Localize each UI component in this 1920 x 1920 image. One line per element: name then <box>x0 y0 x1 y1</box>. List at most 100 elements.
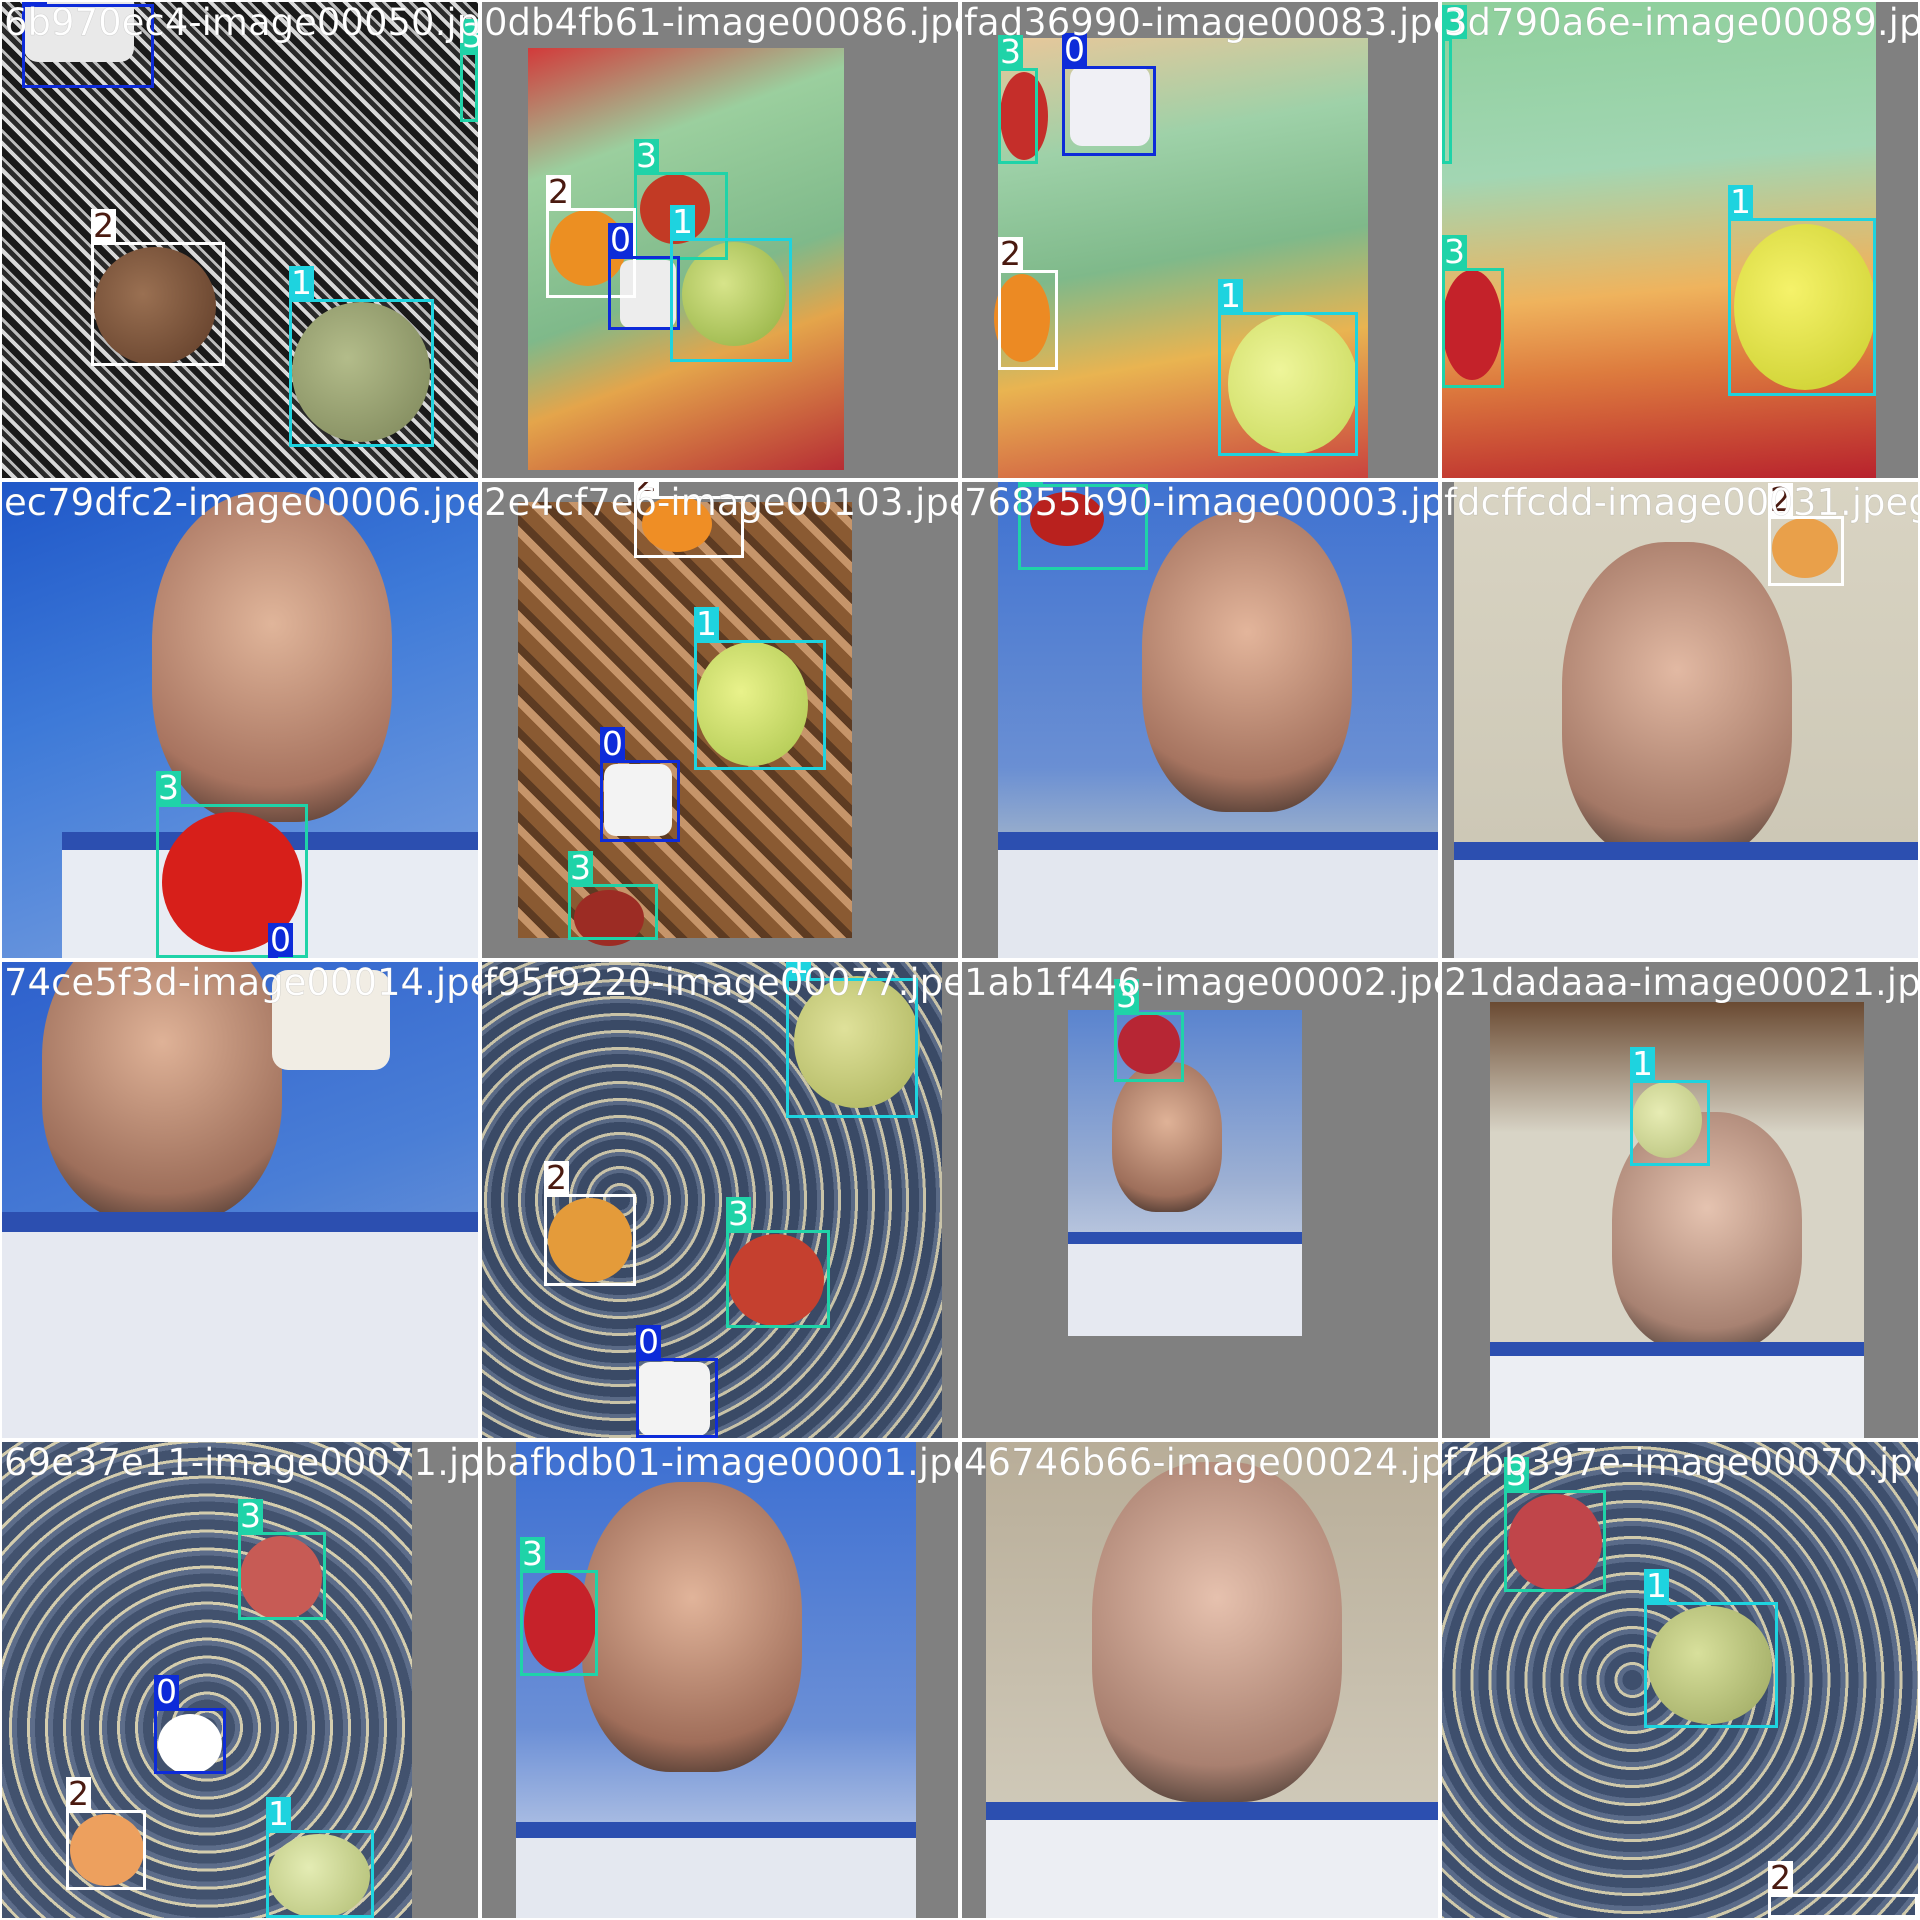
tile-filename: 3d790a6e-image00089.jpeg <box>1444 2 1918 44</box>
tile-filename: 46746b66-image00024.jpeg <box>964 1442 1438 1484</box>
tomato-fruit <box>1508 1494 1602 1590</box>
bbox-label: 3 <box>156 768 181 807</box>
shirt <box>2 1212 478 1438</box>
cheese-shape <box>620 260 676 328</box>
orange-fruit <box>642 496 712 552</box>
apple-fruit <box>1648 1606 1772 1724</box>
bbox-label: 0 <box>600 724 625 763</box>
bbox-label: 2 <box>544 1158 569 1197</box>
tile-3: fad36990-image00083.jpeg 3 0 2 1 <box>962 2 1438 478</box>
bbox-label: 3 <box>568 848 593 887</box>
tile-9: 74ce5f3d-image00014.jpeg <box>2 962 478 1438</box>
bbox-label: 1 <box>1644 1566 1669 1605</box>
person-face <box>1112 1062 1222 1212</box>
person-face <box>152 492 392 822</box>
tile-filename: fdcffcdd-image00031.jpeg <box>1444 482 1918 524</box>
bbox-label: 3 <box>1018 482 1043 485</box>
bbox-3: 3 <box>1442 5 1467 164</box>
bbox-1: 1 <box>1218 279 1358 456</box>
shirt <box>1068 1232 1302 1336</box>
bbox-1: 1 <box>694 607 826 770</box>
tile-10: f95f9220-image00077.jpeg 1 2 3 0 <box>482 962 958 1438</box>
bbox-label: 0 <box>268 920 293 958</box>
tile-filename: 6b970ec4-image00050.jpeg <box>4 2 478 44</box>
tile-filename: 21dadaaa-image00021.jpeg <box>1444 962 1918 1004</box>
bbox-label: 3 <box>726 1194 751 1233</box>
bbox-1: 1 <box>670 205 792 362</box>
tile-photo <box>2 2 478 478</box>
tomato-fruit <box>728 1234 824 1326</box>
tomato-fruit <box>574 890 644 946</box>
apple-fruit <box>268 1834 370 1918</box>
bbox-3: 3 <box>726 1197 830 1328</box>
bbox-1: 1 <box>1630 1047 1710 1166</box>
bbox-3: 3 <box>520 1537 598 1676</box>
tile-14: bafbdb01-image00001.jpeg 3 <box>482 1442 958 1918</box>
bbox-3: 3 <box>238 1499 326 1620</box>
bbox-2: 2 <box>998 237 1058 370</box>
bbox-label: 1 <box>1728 182 1753 221</box>
bbox-label: 3 <box>1114 976 1139 1015</box>
bbox-label: 3 <box>1504 1454 1529 1493</box>
apple-fruit <box>292 302 430 442</box>
bbox-2: 2 <box>544 1161 636 1286</box>
bbox-0: 0 <box>608 223 680 330</box>
bbox-1: 1 <box>266 1797 374 1918</box>
bbox-2: 2 <box>1768 1861 1918 1918</box>
bbox-0: 0 <box>600 727 680 842</box>
bbox-label: 3 <box>634 136 659 175</box>
bbox-label: 1 <box>670 202 695 241</box>
bbox-0: 0 <box>154 1675 226 1774</box>
orange-fruit <box>94 247 216 365</box>
bbox-3: 3 <box>998 35 1038 164</box>
cheese-shape <box>1070 66 1150 146</box>
shirt <box>998 832 1438 958</box>
tile-6: 2e4cf7e6-image00103.jpeg 2 1 0 3 <box>482 482 958 958</box>
orange-fruit <box>70 1814 144 1886</box>
shirt <box>986 1802 1438 1918</box>
bbox-2: 2 <box>634 482 744 558</box>
orange-fruit <box>1772 518 1838 578</box>
bbox-label: 3 <box>238 1496 263 1535</box>
apple-fruit <box>794 976 920 1108</box>
bbox-label: 0 <box>22 2 47 5</box>
cheese-shape <box>638 1362 710 1436</box>
bbox-label: 1 <box>266 1794 291 1833</box>
bbox-label: 2 <box>546 172 571 211</box>
cheese-shape <box>272 970 390 1070</box>
bbox-label: 2 <box>1768 482 1793 519</box>
tile-filename: 0db4fb61-image00086.jpeg <box>484 2 958 44</box>
tile-filename: bafbdb01-image00001.jpeg <box>484 1442 958 1484</box>
tile-4: 3d790a6e-image00089.jpeg 3 3 1 <box>1442 2 1918 478</box>
bbox-3: 3 <box>1018 482 1148 570</box>
bbox-label: 0 <box>636 1322 661 1361</box>
bbox-label: 0 <box>608 220 633 259</box>
bbox-3: 3 <box>1114 979 1184 1082</box>
bbox-2: 2 <box>1768 483 1844 586</box>
bbox-label: 1 <box>1630 1044 1655 1083</box>
tomato-fruit <box>1030 492 1104 546</box>
tomato-fruit <box>524 1572 596 1672</box>
bbox-0: 0 <box>1062 33 1156 156</box>
bbox-1: 1 <box>1644 1569 1778 1728</box>
bbox-2: 2 <box>66 1777 146 1890</box>
tile-filename: f95f9220-image00077.jpeg <box>484 962 958 1004</box>
tile-7: 76855b90-image00003.jpeg 3 <box>962 482 1438 958</box>
orange-fruit <box>548 1198 632 1282</box>
person-face <box>582 1482 802 1772</box>
bbox-1: 1 <box>1728 185 1876 396</box>
bbox-label: 1 <box>786 962 811 979</box>
bbox-0: 0 <box>22 2 154 88</box>
bbox-label: 2 <box>1768 1858 1793 1897</box>
person-face <box>1562 542 1792 862</box>
bbox-3: 3 <box>156 771 308 958</box>
tomato-fruit <box>1442 270 1502 380</box>
tomato-fruit <box>1000 72 1048 160</box>
tile-filename: 76855b90-image00003.jpeg <box>964 482 1438 524</box>
tile-12: 21dadaaa-image00021.jpeg 1 <box>1442 962 1918 1438</box>
tile-16: f7bb397e-image00070.jpeg 3 1 2 <box>1442 1442 1918 1918</box>
tile-5: ec79dfc2-image00006.jpeg 3 0 <box>2 482 478 958</box>
bbox-label: 1 <box>694 604 719 643</box>
tile-filename: 74ce5f3d-image00014.jpeg <box>4 962 478 1004</box>
